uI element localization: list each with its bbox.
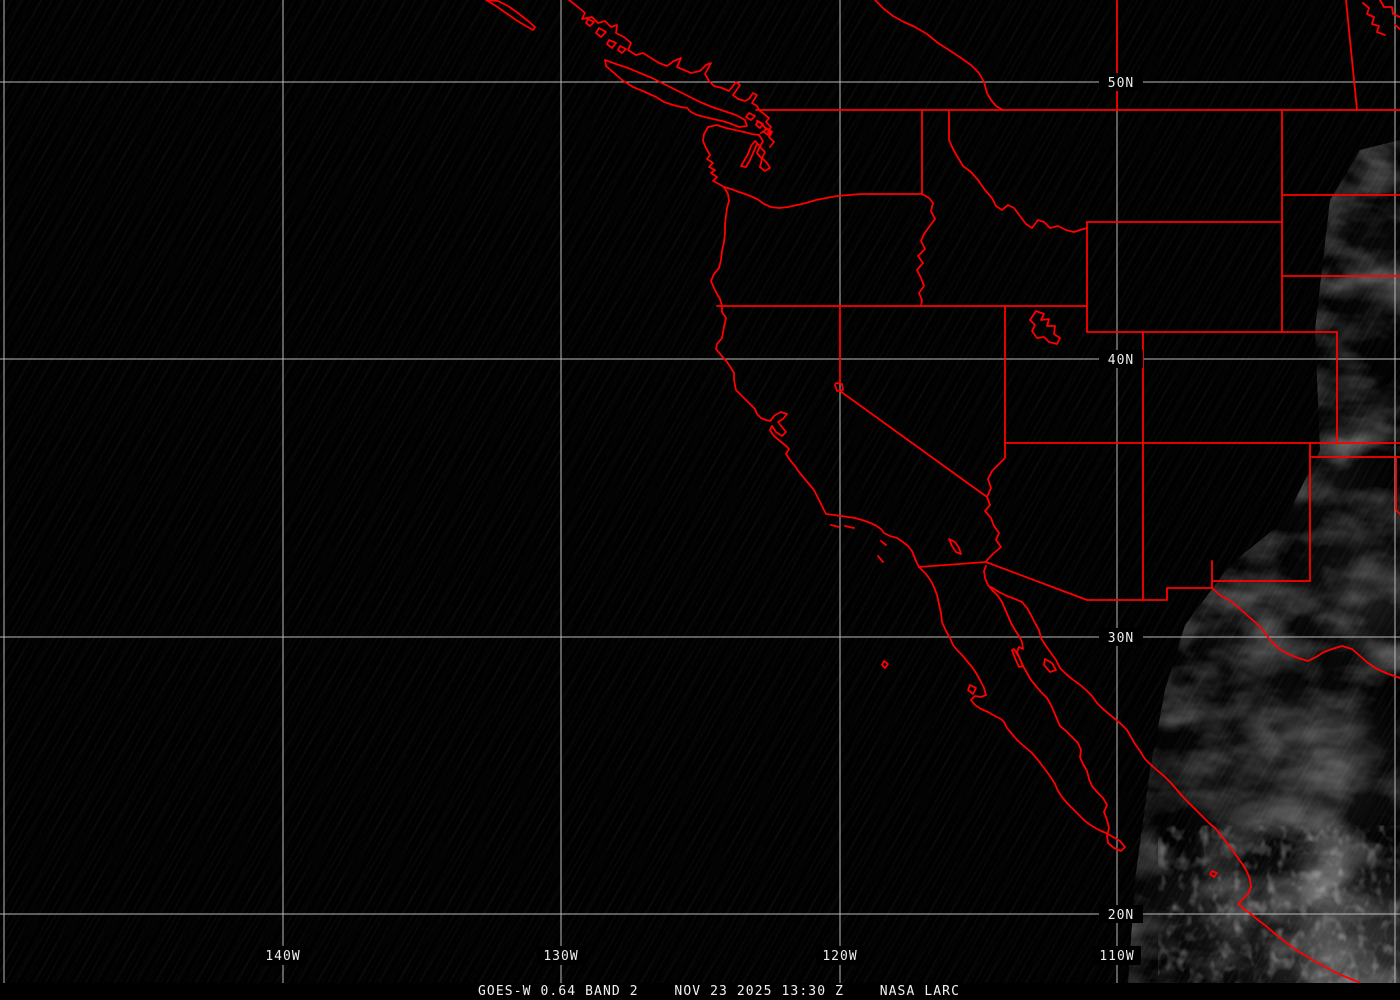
lat-label: 30N xyxy=(1108,631,1134,646)
cloud-layer xyxy=(1128,140,1400,983)
outline-san-francisco-bay xyxy=(769,411,788,437)
outline-baja-california-peninsula xyxy=(918,565,1126,852)
lon-label-box xyxy=(816,946,864,965)
lon-label-box xyxy=(537,946,585,965)
outline-mexico-mainland-coast xyxy=(990,586,1361,983)
outline-great-salt-lake xyxy=(1029,310,1061,345)
outline-olympic-peninsula-north-coast xyxy=(707,124,760,136)
outline-vancouver-island xyxy=(604,59,748,128)
outline-lake-tahoe xyxy=(834,382,844,392)
outline-ca-nv-diagonal-border xyxy=(839,390,988,498)
outline-haida-gwaii-islands xyxy=(485,0,536,31)
outline-nm-bootheel-border xyxy=(1086,587,1213,601)
caption-bar: GOES-W 0.64 BAND 2 NOV 23 2025 13:30 Z N… xyxy=(0,983,1400,1000)
outline-nv-az-colorado-river xyxy=(986,442,1006,498)
grid-labels: 50N 40N 30N 20N 140W 130W 120W 110W xyxy=(259,73,1143,965)
lat-label-box xyxy=(1099,628,1143,646)
outline-bc-alberta-divide-border xyxy=(874,0,1004,111)
outline-channel-islands xyxy=(830,524,887,563)
outline-pacific-coast-or-ca xyxy=(710,186,920,568)
outline-bc-mainland-coast xyxy=(568,0,760,111)
outline-ca-az-colorado-river xyxy=(984,496,1002,563)
lon-label-box xyxy=(259,946,307,965)
lon-label: 110W xyxy=(1099,949,1134,964)
outline-gulf-of-california-islands xyxy=(1011,648,1218,878)
lat-label: 40N xyxy=(1108,353,1134,368)
outline-us-mexico-border-west xyxy=(918,561,987,568)
lon-label: 140W xyxy=(265,949,300,964)
outline-guadalupe-island xyxy=(881,660,889,669)
map-outlines xyxy=(485,0,1400,983)
outline-cedros-island xyxy=(967,684,977,695)
outline-columbia-snake-or-id-border xyxy=(723,186,936,307)
lat-label: 50N xyxy=(1108,76,1134,91)
outline-manitoba-lakes xyxy=(1362,0,1400,36)
outline-id-mt-divide-border xyxy=(948,109,1088,233)
lon-label: 130W xyxy=(543,949,578,964)
lat-label: 20N xyxy=(1108,908,1134,923)
outline-bc-coastal-islands xyxy=(585,18,627,54)
cloud-speckle xyxy=(1180,840,1400,983)
outline-tx-ok-border-100w xyxy=(1395,456,1400,515)
outline-olympic-peninsula-west-coast xyxy=(702,126,725,188)
outline-puget-sound xyxy=(740,109,775,172)
outline-rio-grande-tx-mexico xyxy=(1211,587,1400,679)
lat-label-box xyxy=(1099,73,1143,91)
lon-label-box xyxy=(1093,946,1141,965)
lon-label: 120W xyxy=(822,949,857,964)
outline-saskatchewan-manitoba-border xyxy=(1345,0,1358,111)
outline-salton-sea xyxy=(948,538,962,555)
caption-text: GOES-W 0.64 BAND 2 NOV 23 2025 13:30 Z N… xyxy=(478,984,961,999)
outline-az-sonora-border xyxy=(985,561,1088,601)
lat-label-box xyxy=(1099,905,1143,923)
lat-label-box xyxy=(1099,350,1143,368)
